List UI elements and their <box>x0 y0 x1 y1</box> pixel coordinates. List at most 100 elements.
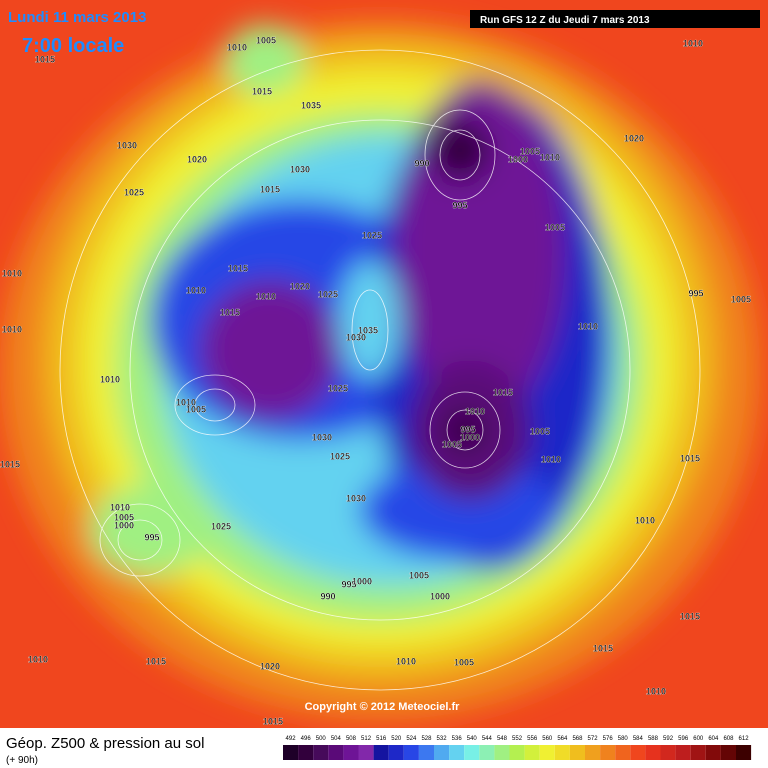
legend-label: 544 <box>482 736 493 742</box>
isobar-label: 1020 <box>290 281 310 291</box>
isobar-label: 1005 <box>530 426 550 436</box>
legend-swatch <box>539 745 555 760</box>
legend-swatch <box>705 745 721 760</box>
date: Lundi 11 mars 2013 <box>8 9 146 26</box>
legend-label: 548 <box>497 736 508 742</box>
isobar-label: 1010 <box>256 291 276 301</box>
legend-swatch <box>464 745 480 760</box>
legend-label: 504 <box>331 736 342 742</box>
legend-label: 516 <box>376 736 387 742</box>
legend-swatch <box>585 745 601 760</box>
isobar-label: 1000 <box>114 520 134 530</box>
isobar-label: 1010 <box>176 397 196 407</box>
legend-swatch <box>418 745 434 760</box>
isobar-label: 1010 <box>227 42 247 52</box>
isobar-label: 1025 <box>318 289 338 299</box>
legend-label: 528 <box>421 736 432 742</box>
isobar-label: 1015 <box>146 656 166 666</box>
legend-swatch <box>645 745 661 760</box>
legend-swatch <box>615 745 631 760</box>
legend-swatch <box>736 745 752 760</box>
legend-swatch <box>434 745 450 760</box>
isobar-label: 1000 <box>508 154 528 164</box>
legend-swatch <box>328 745 344 760</box>
legend-label: 568 <box>572 736 583 742</box>
isobar-label: 995 <box>460 424 475 434</box>
isobar-label: 1015 <box>228 263 248 273</box>
run: Run GFS 12 Z du Jeudi 7 mars 2013 <box>480 15 650 26</box>
legend-swatch <box>690 745 706 760</box>
legend-label: 532 <box>437 736 448 742</box>
isobar-label: 1005 <box>186 404 206 414</box>
isobar-label: 1030 <box>290 164 310 174</box>
isobar-label: 1000 <box>430 591 450 601</box>
isobar-label: 1010 <box>578 321 598 331</box>
legend-label: 500 <box>316 736 327 742</box>
isobar-label: 1010 <box>683 38 703 48</box>
isobar-label: 995 <box>688 288 703 298</box>
isobar-label: 1015 <box>263 716 283 726</box>
legend-swatch <box>298 745 314 760</box>
legend-swatch <box>554 745 570 760</box>
legend-label: 608 <box>723 736 734 742</box>
isobar-label: 1030 <box>117 140 137 150</box>
isobar-label: 1010 <box>635 515 655 525</box>
isobar-label: 1015 <box>680 611 700 621</box>
isobar-label: 1015 <box>220 307 240 317</box>
legend-swatch <box>600 745 616 760</box>
isobar-label: 1015 <box>680 453 700 463</box>
footer-subtitle: (+ 90h) <box>6 755 38 766</box>
isobar-label: 990 <box>320 591 335 601</box>
isobar-label: 995 <box>452 200 467 210</box>
isobar-label: 1005 <box>731 294 751 304</box>
isobar-label: 1035 <box>358 325 378 335</box>
legend-label: 600 <box>693 736 704 742</box>
isobar-label: 1005 <box>409 570 429 580</box>
legend-swatch <box>358 745 374 760</box>
isobar-label: 1005 <box>114 512 134 522</box>
isobar-label: 1005 <box>520 146 540 156</box>
isobar-label: 1010 <box>28 654 48 664</box>
isobar-label: 1010 <box>646 686 666 696</box>
isobar-label: 995 <box>341 579 356 589</box>
legend-label: 524 <box>406 736 417 742</box>
isobar-label: 1020 <box>260 661 280 671</box>
isobar-label: 1010 <box>540 152 560 162</box>
isobar-label: 1020 <box>187 154 207 164</box>
legend-swatch <box>343 745 359 760</box>
copyright: Copyright © 2012 Meteociel.fr <box>305 701 461 713</box>
legend-swatch <box>283 745 299 760</box>
isobar-label: 1010 <box>2 268 22 278</box>
legend-label: 572 <box>588 736 599 742</box>
isobar-label: 1010 <box>186 285 206 295</box>
legend-swatch <box>403 745 419 760</box>
isobar-label: 1010 <box>396 656 416 666</box>
legend-label: 580 <box>618 736 629 742</box>
isobar-label: 1015 <box>35 54 55 64</box>
legend-label: 584 <box>633 736 644 742</box>
legend-label: 496 <box>301 736 312 742</box>
legend-label: 556 <box>527 736 538 742</box>
legend-swatch <box>479 745 495 760</box>
legend-label: 536 <box>452 736 463 742</box>
legend: 492 496 500 504 508 512 516 520 524 528 532 536 540 5… <box>283 736 752 760</box>
legend-label: 492 <box>286 736 297 742</box>
legend-label: 604 <box>708 736 719 742</box>
footer-title: Géop. Z500 & pression au sol <box>6 735 204 752</box>
isobar-label: 1015 <box>260 184 280 194</box>
legend-label: 540 <box>467 736 478 742</box>
isobar-label: 1010 <box>465 406 485 416</box>
legend-swatch <box>373 745 389 760</box>
isobar-label: 1025 <box>330 451 350 461</box>
isobar-label: 1005 <box>454 657 474 667</box>
isobar-label: 1035 <box>301 100 321 110</box>
isobar-label: 1015 <box>493 387 513 397</box>
map-field <box>0 0 768 728</box>
isobar-label: 1000 <box>460 432 480 442</box>
isobar-label: 1025 <box>124 187 144 197</box>
legend-label: 596 <box>678 736 689 742</box>
isobar-label: 1010 <box>2 324 22 334</box>
isobar-label: 1005 <box>256 35 276 45</box>
